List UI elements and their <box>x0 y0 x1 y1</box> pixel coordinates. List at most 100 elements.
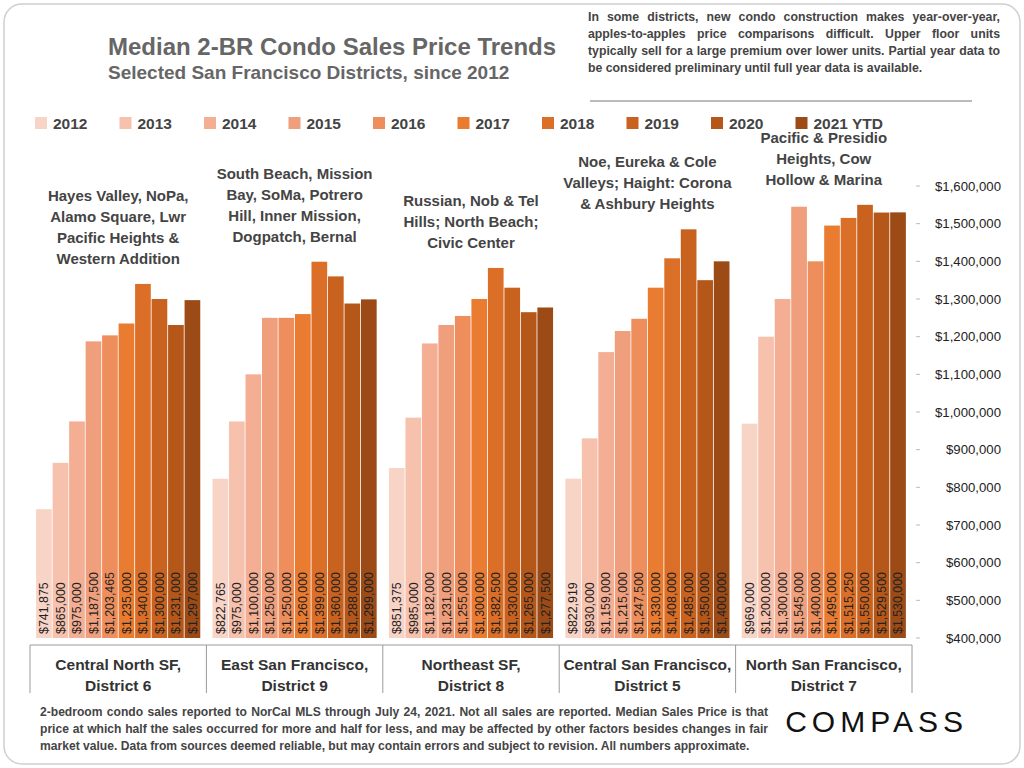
data-label: $975,000 <box>70 582 84 634</box>
legend-label: 2018 <box>560 115 595 132</box>
legend: 2012201320142015201620172018201920202021… <box>35 115 883 132</box>
category-separator <box>735 645 736 693</box>
legend-swatch <box>627 117 639 129</box>
data-label: $1,288,000 <box>346 572 360 634</box>
data-label: $1,300,000 <box>776 572 790 634</box>
data-label: $1,382,500 <box>489 572 503 634</box>
bar <box>344 304 360 638</box>
bar <box>102 335 118 638</box>
note: In some districts, new condo constructio… <box>588 9 1000 77</box>
frame <box>4 4 1020 764</box>
data-label: $1,260,000 <box>296 572 310 634</box>
legend-swatch <box>35 117 47 129</box>
legend-swatch <box>796 117 808 129</box>
bar <box>824 226 840 638</box>
annotations: Hayes Valley, NoPa,Alamo Square, LwrPaci… <box>48 129 887 267</box>
y-tick-label: $600,000 <box>946 555 1001 570</box>
data-label: $975,000 <box>230 582 244 634</box>
data-label: $1,515,250 <box>842 572 856 634</box>
data-label: $741,875 <box>37 582 51 634</box>
data-label: $1,340,000 <box>136 572 150 634</box>
bar <box>361 299 377 638</box>
y-tick-label: $400,000 <box>946 631 1001 646</box>
bar <box>631 319 647 638</box>
annotation: South Beach, Mission <box>217 165 373 182</box>
data-label: $822,765 <box>214 582 228 634</box>
data-label: $1,400,000 <box>715 572 729 634</box>
legend-label: 2020 <box>729 115 763 132</box>
legend-label: 2016 <box>391 115 426 132</box>
legend-label: 2013 <box>138 115 173 132</box>
annotation: Pacific Heights & <box>57 229 180 246</box>
data-label: $1,159,000 <box>599 572 613 634</box>
category-label: East San Francisco,District 9 <box>221 656 368 694</box>
category-separator <box>30 645 31 693</box>
y-tick <box>916 223 920 224</box>
title: Median 2-BR Condo Sales Price Trends <box>108 33 556 61</box>
bar <box>422 343 438 638</box>
bar <box>119 323 135 638</box>
data-label: $1,300,000 <box>473 572 487 634</box>
bar <box>53 463 69 638</box>
data-label: $1,277,500 <box>539 572 553 634</box>
annotation: Alamo Square, Lwr <box>50 208 186 225</box>
y-axis: $400,000$500,000$600,000$700,000$800,000… <box>916 179 1001 646</box>
bar <box>229 421 245 638</box>
data-label: $1,250,000 <box>280 572 294 634</box>
y-tick <box>916 374 920 375</box>
data-label: $1,400,000 <box>809 572 823 634</box>
annotation: Heights, Cow <box>776 150 871 167</box>
category-separator <box>382 645 383 693</box>
bar <box>405 418 421 638</box>
bar <box>438 325 454 638</box>
y-tick-label: $800,000 <box>946 480 1001 495</box>
y-tick <box>916 525 920 526</box>
bar <box>582 438 598 638</box>
bar <box>168 325 184 638</box>
y-tick-label: $900,000 <box>946 442 1001 457</box>
data-label: $1,330,000 <box>649 572 663 634</box>
data-label: $1,545,000 <box>792 572 806 634</box>
legend-swatch <box>711 117 723 129</box>
bar <box>311 262 327 638</box>
bar <box>36 509 52 638</box>
bar <box>135 284 151 638</box>
bar <box>537 307 553 638</box>
data-label: $1,529,500 <box>875 572 889 634</box>
bar <box>664 258 680 638</box>
bar <box>890 212 906 638</box>
data-label: $1,299,000 <box>362 572 376 634</box>
annotation: & Ashbury Heights <box>580 195 714 212</box>
annotation: Noe, Eureka & Cole <box>578 153 716 170</box>
y-tick-label: $500,000 <box>946 593 1001 608</box>
bar <box>488 268 504 638</box>
bar <box>152 299 168 638</box>
y-tick <box>916 336 920 337</box>
data-label: $1,350,000 <box>698 572 712 634</box>
data-label: $1,250,000 <box>263 572 277 634</box>
y-tick <box>916 487 920 488</box>
y-tick-label: $1,400,000 <box>935 254 1001 269</box>
data-label: $1,247,500 <box>632 572 646 634</box>
bar <box>279 318 295 638</box>
data-label: $1,330,000 <box>506 572 520 634</box>
bar <box>389 468 405 638</box>
bar <box>246 374 262 638</box>
data-label: $1,187,500 <box>87 572 101 634</box>
bars <box>36 205 906 638</box>
bar <box>213 479 229 638</box>
annotation: Hill, Inner Mission, <box>228 207 361 224</box>
data-label: $930,000 <box>583 582 597 634</box>
y-tick <box>916 261 920 262</box>
annotation: Dogpatch, Bernal <box>233 228 357 245</box>
annotation: Western Addition <box>57 250 180 267</box>
y-tick-label: $1,100,000 <box>935 367 1001 382</box>
bar <box>185 300 201 638</box>
legend-swatch <box>373 117 385 129</box>
bar <box>697 280 713 638</box>
data-label: $865,000 <box>54 582 68 634</box>
y-tick-label: $1,500,000 <box>935 216 1001 231</box>
legend-label: 2015 <box>307 115 342 132</box>
bar <box>714 261 730 638</box>
data-label: $1,231,000 <box>440 572 454 634</box>
